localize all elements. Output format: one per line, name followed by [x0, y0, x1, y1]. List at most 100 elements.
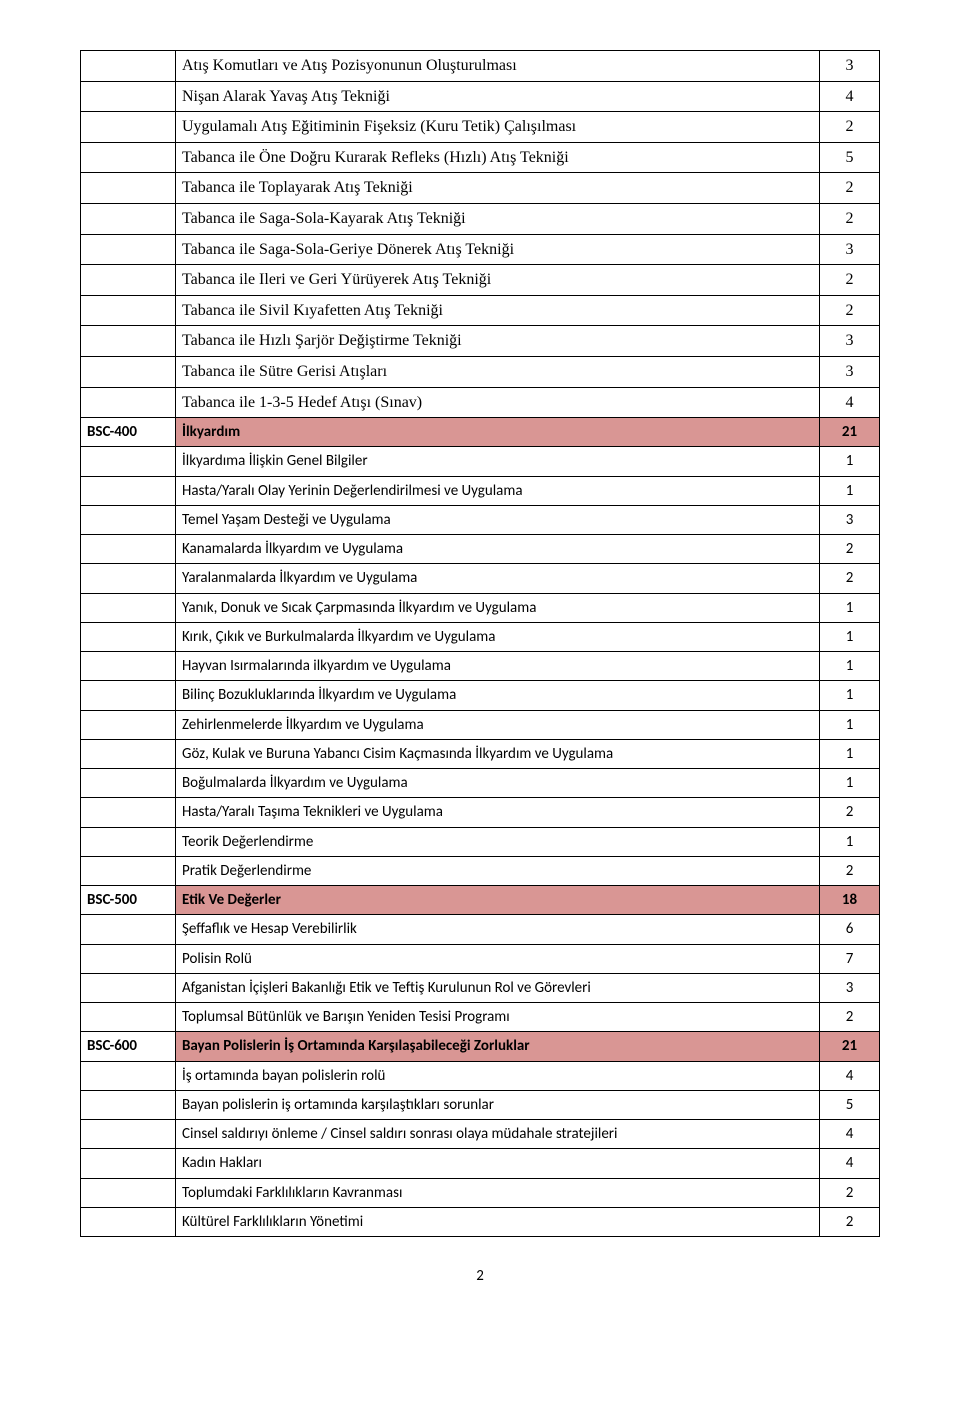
label-cell: Toplumdaki Farklılıkların Kavranması	[176, 1178, 820, 1207]
code-cell	[81, 535, 176, 564]
table-row: Kırık, Çıkık ve Burkulmalarda İlkyardım …	[81, 622, 880, 651]
code-cell	[81, 593, 176, 622]
label-cell: Pratik Değerlendirme	[176, 856, 820, 885]
label-cell: Tabanca ile Öne Doğru Kurarak Refleks (H…	[176, 142, 820, 173]
label-cell: İlkyardıma İlişkin Genel Bilgiler	[176, 447, 820, 476]
code-cell	[81, 973, 176, 1002]
value-cell: 1	[820, 447, 880, 476]
label-cell: İş ortamında bayan polislerin rolü	[176, 1061, 820, 1090]
code-cell	[81, 827, 176, 856]
value-cell: 4	[820, 1061, 880, 1090]
code-cell	[81, 476, 176, 505]
table-row: Bilinç Bozukluklarında İlkyardım ve Uygu…	[81, 681, 880, 710]
code-cell	[81, 1207, 176, 1236]
table-row: Yaralanmalarda İlkyardım ve Uygulama2	[81, 564, 880, 593]
label-cell: Polisin Rolü	[176, 944, 820, 973]
code-cell	[81, 856, 176, 885]
table-row: Cinsel saldırıyı önleme / Cinsel saldırı…	[81, 1120, 880, 1149]
value-cell: 3	[820, 51, 880, 82]
value-cell: 21	[820, 418, 880, 447]
table-row: Yanık, Donuk ve Sıcak Çarpmasında İlkyar…	[81, 593, 880, 622]
label-cell: Nişan Alarak Yavaş Atış Tekniği	[176, 81, 820, 112]
label-cell: Tabanca ile Ileri ve Geri Yürüyerek Atış…	[176, 265, 820, 296]
value-cell: 1	[820, 769, 880, 798]
label-cell: Kadın Hakları	[176, 1149, 820, 1178]
table-row: Temel Yaşam Desteği ve Uygulama3	[81, 505, 880, 534]
label-cell: İlkyardım	[176, 418, 820, 447]
table-row: Kültürel Farklılıkların Yönetimi2	[81, 1207, 880, 1236]
page: Atış Komutları ve Atış Pozisyonunun Oluş…	[0, 0, 960, 1325]
label-cell: Atış Komutları ve Atış Pozisyonunun Oluş…	[176, 51, 820, 82]
code-cell	[81, 944, 176, 973]
table-row: Pratik Değerlendirme2	[81, 856, 880, 885]
page-number: 2	[80, 1267, 880, 1285]
value-cell: 1	[820, 681, 880, 710]
label-cell: Etik Ve Değerler	[176, 886, 820, 915]
value-cell: 1	[820, 739, 880, 768]
value-cell: 2	[820, 112, 880, 143]
value-cell: 3	[820, 973, 880, 1002]
code-cell	[81, 1061, 176, 1090]
value-cell: 1	[820, 622, 880, 651]
label-cell: Göz, Kulak ve Buruna Yabancı Cisim Kaçma…	[176, 739, 820, 768]
label-cell: Şeffaflık ve Hesap Verebilirlik	[176, 915, 820, 944]
code-cell	[81, 81, 176, 112]
value-cell: 4	[820, 1120, 880, 1149]
table-row: Toplumsal Bütünlük ve Barışın Yeniden Te…	[81, 1003, 880, 1032]
code-cell	[81, 265, 176, 296]
code-cell	[81, 769, 176, 798]
table-row: Teorik Değerlendirme1	[81, 827, 880, 856]
table-row: Kadın Hakları4	[81, 1149, 880, 1178]
code-cell	[81, 1178, 176, 1207]
code-cell	[81, 710, 176, 739]
section-row: BSC-600Bayan Polislerin İş Ortamında Kar…	[81, 1032, 880, 1061]
table-row: İlkyardıma İlişkin Genel Bilgiler1	[81, 447, 880, 476]
label-cell: Yanık, Donuk ve Sıcak Çarpmasında İlkyar…	[176, 593, 820, 622]
label-cell: Yaralanmalarda İlkyardım ve Uygulama	[176, 564, 820, 593]
table-row: Hayvan Isırmalarında ilkyardım ve Uygula…	[81, 652, 880, 681]
table-row: Tabanca ile Sivil Kıyafetten Atış Tekniğ…	[81, 295, 880, 326]
table-row: Atış Komutları ve Atış Pozisyonunun Oluş…	[81, 51, 880, 82]
value-cell: 6	[820, 915, 880, 944]
code-cell: BSC-400	[81, 418, 176, 447]
code-cell	[81, 1003, 176, 1032]
label-cell: Boğulmalarda İlkyardım ve Uygulama	[176, 769, 820, 798]
table-row: Bayan polislerin iş ortamında karşılaştı…	[81, 1090, 880, 1119]
table-row: Tabanca ile Saga-Sola-Kayarak Atış Tekni…	[81, 203, 880, 234]
table-row: Kanamalarda İlkyardım ve Uygulama2	[81, 535, 880, 564]
label-cell: Hayvan Isırmalarında ilkyardım ve Uygula…	[176, 652, 820, 681]
value-cell: 3	[820, 326, 880, 357]
code-cell	[81, 1120, 176, 1149]
table-row: İş ortamında bayan polislerin rolü4	[81, 1061, 880, 1090]
value-cell: 1	[820, 827, 880, 856]
value-cell: 18	[820, 886, 880, 915]
value-cell: 2	[820, 203, 880, 234]
value-cell: 4	[820, 387, 880, 418]
table-row: Afganistan İçişleri Bakanlığı Etik ve Te…	[81, 973, 880, 1002]
code-cell	[81, 447, 176, 476]
value-cell: 2	[820, 1003, 880, 1032]
label-cell: Bilinç Bozukluklarında İlkyardım ve Uygu…	[176, 681, 820, 710]
code-cell	[81, 1090, 176, 1119]
table-row: Boğulmalarda İlkyardım ve Uygulama1	[81, 769, 880, 798]
value-cell: 2	[820, 535, 880, 564]
code-cell	[81, 112, 176, 143]
label-cell: Kültürel Farklılıkların Yönetimi	[176, 1207, 820, 1236]
table-row: Tabanca ile 1-3-5 Hedef Atışı (Sınav)4	[81, 387, 880, 418]
label-cell: Tabanca ile 1-3-5 Hedef Atışı (Sınav)	[176, 387, 820, 418]
curriculum-table: Atış Komutları ve Atış Pozisyonunun Oluş…	[80, 50, 880, 1237]
value-cell: 21	[820, 1032, 880, 1061]
value-cell: 2	[820, 798, 880, 827]
value-cell: 3	[820, 505, 880, 534]
code-cell	[81, 739, 176, 768]
label-cell: Kırık, Çıkık ve Burkulmalarda İlkyardım …	[176, 622, 820, 651]
label-cell: Bayan polislerin iş ortamında karşılaştı…	[176, 1090, 820, 1119]
label-cell: Teorik Değerlendirme	[176, 827, 820, 856]
table-row: Göz, Kulak ve Buruna Yabancı Cisim Kaçma…	[81, 739, 880, 768]
value-cell: 2	[820, 856, 880, 885]
table-row: Hasta/Yaralı Olay Yerinin Değerlendirilm…	[81, 476, 880, 505]
label-cell: Bayan Polislerin İş Ortamında Karşılaşab…	[176, 1032, 820, 1061]
value-cell: 3	[820, 234, 880, 265]
table-row: Toplumdaki Farklılıkların Kavranması2	[81, 1178, 880, 1207]
value-cell: 2	[820, 173, 880, 204]
